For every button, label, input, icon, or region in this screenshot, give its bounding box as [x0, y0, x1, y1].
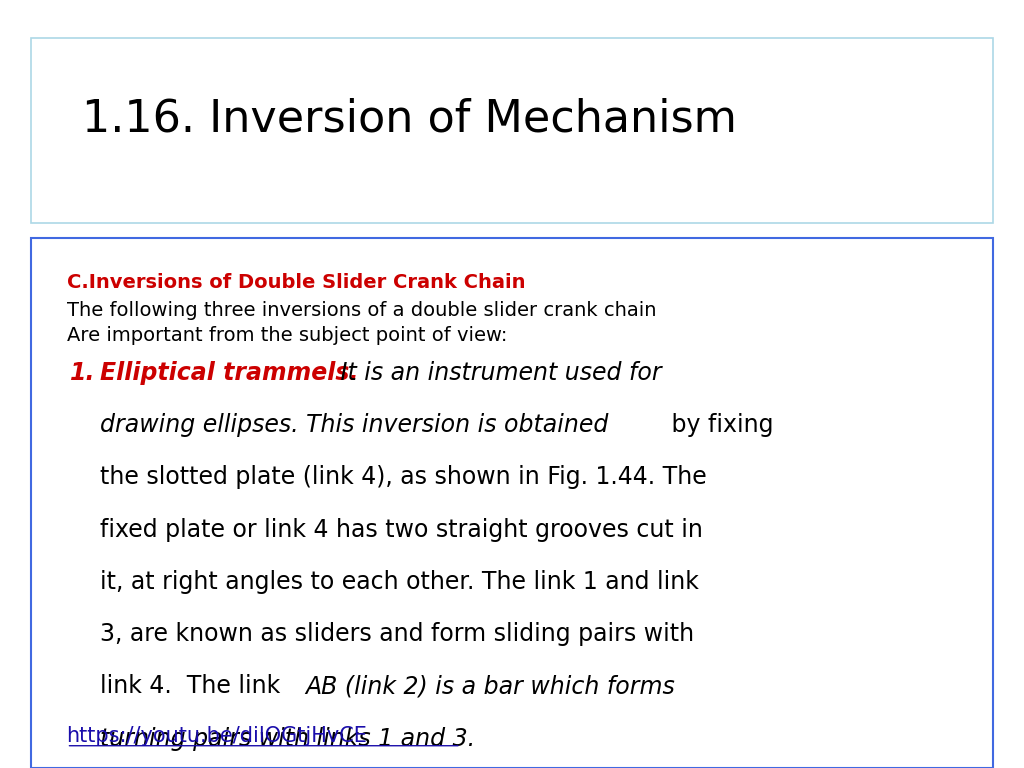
Text: turning pairs with links 1 and 3.: turning pairs with links 1 and 3. [100, 727, 475, 750]
Text: 1.16. Inversion of Mechanism: 1.16. Inversion of Mechanism [82, 98, 737, 141]
Text: 3, are known as sliders and form sliding pairs with: 3, are known as sliders and form sliding… [100, 622, 694, 646]
FancyBboxPatch shape [31, 238, 993, 768]
Text: Elliptical trammels.: Elliptical trammels. [100, 361, 358, 385]
Text: it, at right angles to each other. The link 1 and link: it, at right angles to each other. The l… [100, 570, 699, 594]
Text: It is an instrument used for: It is an instrument used for [333, 361, 662, 385]
Text: by fixing: by fixing [664, 413, 773, 437]
Text: drawing ellipses. This inversion is obtained: drawing ellipses. This inversion is obta… [100, 413, 608, 437]
Text: link 4.  The link: link 4. The link [100, 674, 288, 698]
Text: The following three inversions of a double slider crank chain: The following three inversions of a doub… [67, 301, 656, 320]
Text: the slotted plate (link 4), as shown in Fig. 1.44. The: the slotted plate (link 4), as shown in … [100, 465, 708, 489]
Text: AB (link 2) is a bar which forms: AB (link 2) is a bar which forms [305, 674, 675, 698]
Text: https://youtu.be/dilOGtjHvCE: https://youtu.be/dilOGtjHvCE [67, 726, 368, 746]
Text: Are important from the subject point of view:: Are important from the subject point of … [67, 326, 507, 346]
Text: 1.: 1. [70, 361, 95, 385]
Text: C.Inversions of Double Slider Crank Chain: C.Inversions of Double Slider Crank Chai… [67, 273, 525, 292]
FancyBboxPatch shape [31, 38, 993, 223]
Text: fixed plate or link 4 has two straight grooves cut in: fixed plate or link 4 has two straight g… [100, 518, 703, 541]
